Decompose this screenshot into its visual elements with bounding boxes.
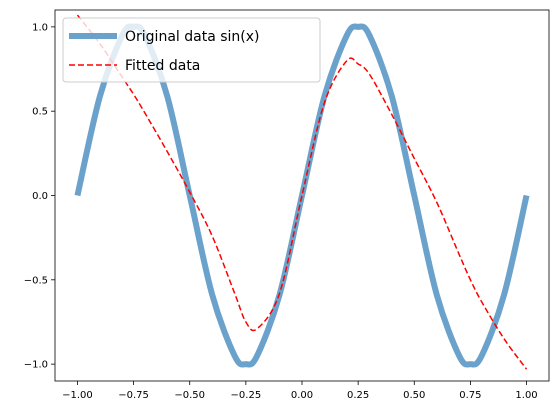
y-tick-label: 0.5 [32, 107, 48, 118]
x-tick-label: 0.25 [347, 390, 369, 401]
x-tick-label: 1.00 [515, 390, 537, 401]
x-tick-label: −0.50 [174, 390, 205, 401]
y-tick-label: 1.0 [32, 22, 48, 33]
legend-box [62, 17, 321, 83]
y-axis-ticks: −1.0 −0.5 0.0 0.5 1.0 [24, 22, 55, 371]
series-line-fitted [76, 14, 528, 370]
x-axis-ticks: −1.00 −0.75 −0.50 −0.25 0.00 0.25 0.50 0.75 1.00 [62, 381, 538, 401]
x-tick-label: −1.00 [62, 390, 93, 401]
y-tick-label: −1.0 [24, 360, 48, 371]
legend: Original data sin(x) Fitted data [62, 17, 321, 83]
x-tick-label: 0.75 [459, 390, 481, 401]
x-tick-label: 0.50 [403, 390, 425, 401]
legend-label-fitted: Fitted data [125, 58, 200, 74]
y-tick-label: −0.5 [24, 275, 48, 286]
legend-label-original: Original data sin(x) [125, 29, 259, 45]
y-tick-label: 0.0 [32, 191, 48, 202]
x-tick-label: −0.25 [231, 390, 262, 401]
x-tick-label: −0.75 [118, 390, 149, 401]
x-tick-label: 0.00 [291, 390, 313, 401]
